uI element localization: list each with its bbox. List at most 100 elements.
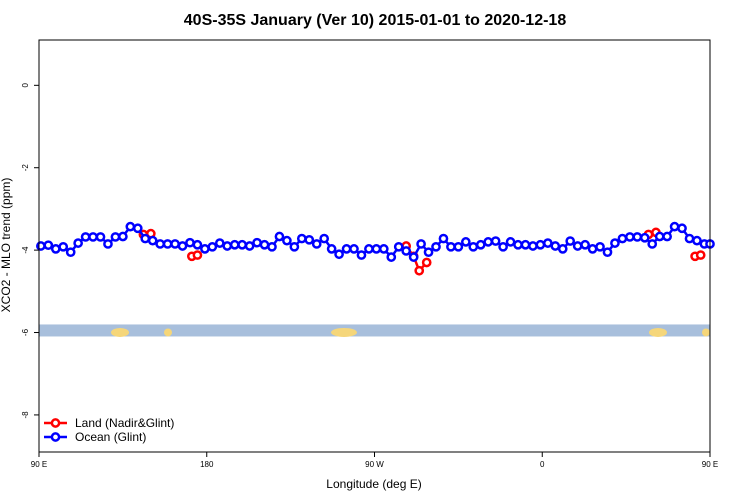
data-point	[505, 237, 516, 247]
data-point	[289, 241, 300, 252]
x-axis-label: Longitude (deg E)	[326, 477, 421, 491]
data-point	[65, 247, 76, 258]
data-point	[364, 244, 374, 254]
data-point	[125, 221, 136, 232]
data-point	[103, 239, 113, 249]
data-point	[296, 233, 307, 244]
series-ocean	[36, 221, 715, 262]
data-point	[542, 238, 553, 248]
data-point	[669, 221, 680, 232]
y-tick-label: 0	[21, 83, 30, 88]
data-point	[677, 223, 687, 234]
data-point	[453, 241, 464, 252]
data-point	[438, 233, 449, 244]
x-tick-label: 90 E	[702, 460, 718, 469]
data-point	[520, 239, 531, 250]
data-point	[421, 257, 432, 268]
data-point	[460, 237, 471, 247]
data-point	[267, 241, 277, 252]
data-point	[170, 239, 180, 249]
data-point	[334, 249, 344, 260]
data-point	[378, 244, 389, 254]
land-blob	[164, 328, 172, 337]
data-point	[132, 223, 143, 234]
data-point	[252, 237, 262, 248]
data-point	[684, 233, 695, 244]
data-point	[214, 238, 225, 248]
data-point	[58, 241, 69, 252]
data-point	[274, 231, 285, 242]
data-point	[401, 246, 412, 256]
data-point	[73, 238, 83, 248]
data-point	[498, 241, 508, 252]
data-point	[311, 239, 322, 249]
data-point	[639, 232, 650, 243]
data-point	[371, 244, 382, 254]
data-point	[446, 241, 456, 252]
data-point	[50, 244, 61, 254]
data-point	[565, 236, 576, 246]
data-point	[408, 252, 419, 262]
data-point	[229, 239, 240, 250]
data-point	[222, 241, 233, 251]
y-axis: 0 -2 -4 -6 -8	[21, 83, 39, 418]
legend: Land (Nadir&Glint)Ocean (Glint)	[44, 416, 174, 444]
land-blob	[702, 328, 710, 337]
data-point	[140, 233, 151, 244]
x-tick-label: 90 W	[365, 460, 384, 469]
data-point	[468, 241, 479, 252]
data-point	[654, 231, 665, 242]
data-point	[207, 241, 218, 252]
x-tick-label: 180	[200, 460, 214, 469]
data-point	[237, 239, 248, 250]
data-point	[162, 239, 173, 249]
data-point	[185, 237, 195, 248]
data-point	[490, 236, 501, 246]
background-band	[39, 324, 710, 337]
y-tick-label: -6	[21, 328, 30, 336]
y-tick-label: -4	[21, 246, 30, 254]
data-point	[431, 241, 441, 252]
data-point	[528, 241, 538, 251]
data-point	[43, 240, 54, 251]
land-blob	[111, 327, 129, 337]
y-axis-label: XCO2 - MLO trend (ppm)	[0, 178, 13, 313]
data-point	[647, 239, 658, 249]
data-point	[513, 239, 523, 250]
data-point	[550, 241, 561, 251]
data-point	[557, 244, 568, 254]
data-point	[695, 250, 706, 260]
data-point	[341, 244, 352, 254]
data-point	[595, 241, 605, 252]
data-point	[304, 234, 315, 245]
data-point	[416, 239, 426, 249]
data-point	[356, 250, 367, 260]
data-point	[177, 241, 188, 251]
data-point	[662, 231, 672, 242]
y-tick-label: -2	[21, 164, 30, 172]
data-point	[110, 232, 121, 242]
x-tick-label: 90 E	[31, 460, 47, 469]
data-point	[535, 239, 546, 250]
data-point	[95, 232, 106, 242]
data-point	[386, 252, 397, 262]
data-point	[200, 244, 210, 254]
data-point	[118, 231, 128, 242]
data-point	[155, 239, 166, 249]
plot-area	[36, 39, 715, 453]
data-point	[423, 247, 434, 258]
data-point	[349, 244, 359, 254]
data-point	[625, 232, 635, 242]
data-point	[36, 241, 46, 251]
data-point	[80, 232, 91, 242]
data-point	[244, 241, 255, 251]
data-point	[587, 244, 598, 254]
land-blob	[331, 327, 357, 337]
data-point	[414, 265, 425, 276]
data-point	[692, 235, 702, 246]
chart-title: 40S-35S January (Ver 10) 2015-01-01 to 2…	[184, 12, 567, 29]
data-point	[88, 232, 98, 242]
data-point	[393, 241, 404, 252]
data-point	[147, 235, 158, 246]
